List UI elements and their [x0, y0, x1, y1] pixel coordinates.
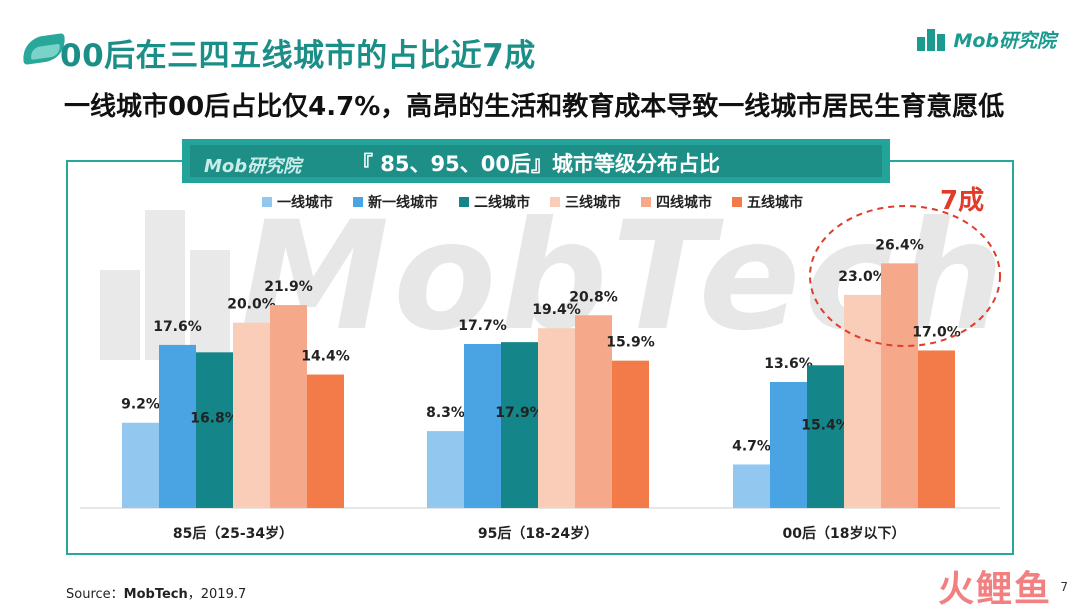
legend-label-2: 二线城市 [474, 194, 530, 211]
category-label-1: 95后（18-24岁） [478, 525, 598, 542]
bar-1-0 [427, 431, 464, 508]
legend-swatch-5 [732, 197, 742, 207]
chart-header: Mob研究院 『 85、95、00后』城市等级分布占比 [182, 139, 890, 183]
bar-0-1 [159, 344, 196, 508]
page-subtitle: 一线城市00后占比仅4.7%，高昂的生活和教育成本导致一线城市居民生育意愿低 [64, 92, 1005, 122]
bar-2-2 [807, 365, 844, 508]
watermark-building-icon [100, 190, 230, 360]
brand-logo: Mob研究院 [917, 26, 1056, 53]
legend-swatch-2 [459, 197, 469, 207]
bar-2-5 [918, 350, 955, 508]
source-label: Source： [66, 587, 124, 602]
data-label-0-5: 14.4% [301, 349, 350, 365]
highlight-ellipse [809, 205, 1001, 347]
data-label-1-4: 20.8% [569, 289, 618, 305]
data-label-2-4: 26.4% [875, 237, 924, 253]
bar-1-2 [501, 342, 538, 508]
legend-label-5: 五线城市 [747, 194, 803, 211]
bar-2-3 [844, 294, 881, 508]
bar-0-4 [270, 305, 307, 508]
data-label-2-1: 13.6% [764, 356, 813, 372]
data-label-0-0: 9.2% [121, 397, 160, 413]
data-label-2-2: 15.4% [801, 418, 850, 434]
page-title: 00后在三四五线城市的占比近7成 [60, 38, 536, 74]
source-note: Source：MobTech，2019.7 [66, 583, 246, 602]
bar-0-3 [233, 322, 270, 508]
data-label-0-2: 16.8% [190, 410, 239, 426]
source-date: ，2019.7 [187, 587, 247, 602]
legend-swatch-0 [262, 197, 272, 207]
category-label-2: 00后（18岁以下） [783, 525, 906, 542]
bar-0-5 [307, 374, 344, 508]
bar-2-1 [770, 381, 807, 508]
page-number: 7 [1060, 580, 1068, 594]
brand-name: Mob研究院 [953, 30, 1056, 52]
legend-label-1: 新一线城市 [368, 194, 438, 211]
bar-1-5 [612, 360, 649, 508]
data-label-0-4: 21.9% [264, 279, 313, 295]
data-label-1-2: 17.9% [495, 405, 544, 421]
category-label-0: 85后（25-34岁） [173, 525, 293, 542]
bar-0-0 [122, 422, 159, 508]
data-label-1-5: 15.9% [606, 335, 655, 351]
data-label-2-3: 23.0% [838, 269, 887, 285]
bar-2-4 [881, 263, 918, 508]
data-label-2-5: 17.0% [912, 324, 961, 340]
data-label-1-3: 19.4% [532, 302, 581, 318]
legend-swatch-3 [550, 197, 560, 207]
header-logo: Mob研究院 [204, 156, 302, 177]
data-label-0-1: 17.6% [153, 319, 202, 335]
chart-title: 『 85、95、00后』城市等级分布占比 [352, 152, 720, 176]
legend-label-0: 一线城市 [277, 194, 333, 211]
legend-label-3: 三线城市 [565, 194, 621, 211]
bar-0-2 [196, 352, 233, 508]
corner-watermark: 火鲤鱼 [937, 569, 1052, 610]
building-icon [917, 28, 947, 51]
legend-label-4: 四线城市 [656, 194, 712, 211]
bar-1-3 [538, 328, 575, 508]
legend-swatch-1 [353, 197, 363, 207]
data-label-2-0: 4.7% [732, 438, 771, 454]
bar-1-4 [575, 315, 612, 508]
bar-2-0 [733, 464, 770, 508]
data-label-0-3: 20.0% [227, 297, 276, 313]
data-label-1-1: 17.7% [458, 318, 507, 334]
bar-1-1 [464, 343, 501, 508]
legend-swatch-4 [641, 197, 651, 207]
annotation-label: 7成 [940, 186, 985, 216]
source-name: MobTech [123, 587, 188, 602]
data-label-1-0: 8.3% [426, 405, 465, 421]
